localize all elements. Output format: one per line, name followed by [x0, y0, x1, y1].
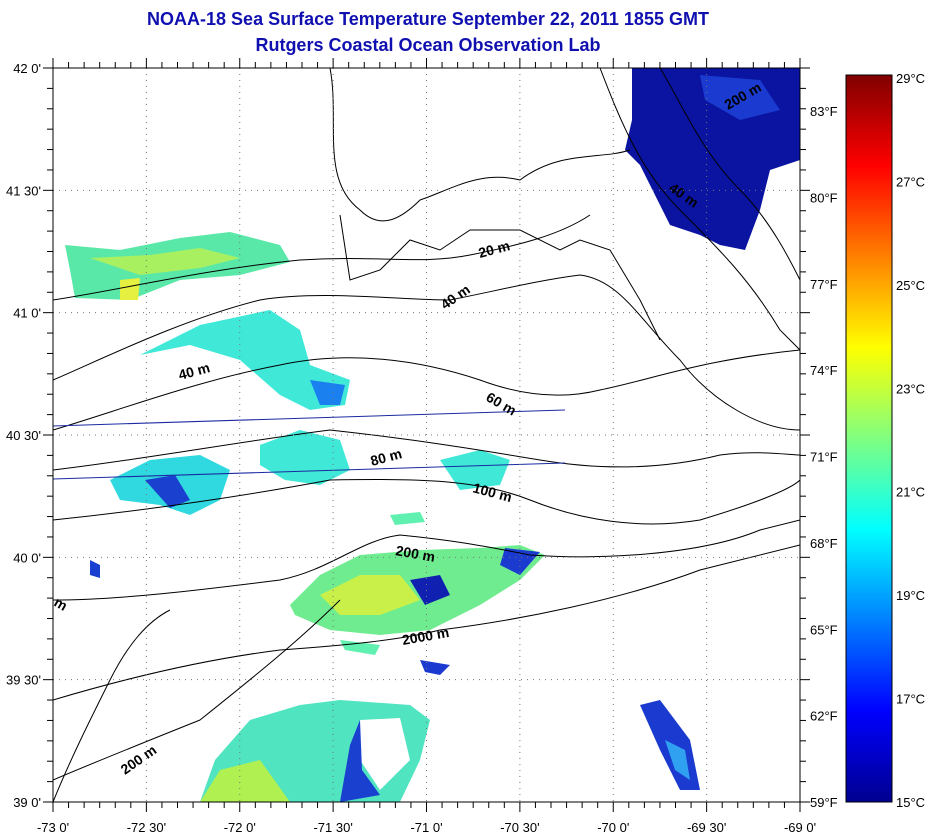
contour-shelf-west	[53, 609, 171, 802]
depth-label: 20 m	[477, 237, 512, 261]
sst-patch	[440, 450, 510, 490]
coastline	[329, 68, 631, 222]
y-tick-label: 40 30'	[6, 428, 41, 443]
y-tick-label: 40 0'	[13, 550, 41, 565]
x-axis-labels: -73 0' -72 30' -72 0' -71 30' -71 0' -70 30' -…	[37, 820, 816, 835]
sst-patch	[140, 310, 350, 410]
sst-patch	[420, 660, 450, 675]
sst-patch	[200, 760, 290, 802]
contour-100m	[53, 478, 800, 525]
depth-label: 40 m	[177, 359, 212, 383]
map-title: NOAA-18 Sea Surface Temperature Septembe…	[147, 9, 709, 29]
axis-ticks	[43, 58, 810, 812]
celsius-label: 15°C	[896, 795, 925, 810]
contour-20m	[53, 214, 591, 301]
sst-patch	[390, 512, 425, 525]
contour-2000m	[53, 544, 800, 701]
fahrenheit-label: 65°F	[810, 622, 838, 637]
contour-ne	[599, 68, 800, 351]
x-tick-label: -69 0'	[784, 820, 816, 835]
sst-patch	[340, 640, 380, 655]
sst-patch	[310, 380, 345, 405]
sst-patch	[340, 720, 380, 802]
y-tick-label: 39 0'	[13, 795, 41, 810]
sst-patch	[410, 575, 450, 605]
x-tick-label: -72 0'	[224, 820, 256, 835]
x-tick-label: -69 30'	[687, 820, 726, 835]
y-tick-label: 41 30'	[6, 183, 41, 198]
y-axis-labels: 42 0' 41 30' 41 0' 40 30' 40 0' 39 30' 39 0'	[6, 61, 41, 810]
celsius-label: 21°C	[896, 485, 925, 500]
sst-patch	[90, 560, 100, 578]
x-tick-label: -70 0'	[597, 820, 629, 835]
bathymetry-contours	[53, 68, 800, 802]
celsius-label: 27°C	[896, 174, 925, 189]
x-tick-label: -71 0'	[410, 820, 442, 835]
depth-label: 40 m	[438, 281, 473, 312]
colorbar	[845, 74, 893, 803]
sst-patch	[145, 475, 190, 508]
sst-patch	[260, 430, 350, 485]
depth-label: 200 m	[394, 542, 436, 565]
sst-data-layer	[65, 68, 800, 802]
contour-200m-south	[53, 599, 341, 781]
depth-label: 80 m	[369, 445, 404, 469]
celsius-label: 17°C	[896, 692, 925, 707]
sst-patch	[120, 278, 140, 300]
coastline	[339, 214, 661, 341]
sst-patch	[700, 75, 780, 120]
depth-label: 60 m	[484, 389, 520, 419]
map-subtitle: Rutgers Coastal Ocean Observation Lab	[255, 35, 601, 55]
contour-200m	[53, 519, 800, 601]
contour-60m	[53, 349, 800, 431]
fahrenheit-label: 77°F	[810, 277, 838, 292]
celsius-label: 29°C	[896, 71, 925, 86]
fahrenheit-label: 71°F	[810, 450, 838, 465]
x-tick-label: -71 30'	[313, 820, 352, 835]
fahrenheit-label: 62°F	[810, 709, 838, 724]
y-tick-label: 42 0'	[13, 61, 41, 76]
colorbar-fahrenheit-labels: 83°F 80°F 77°F 74°F 71°F 68°F 65°F 62°F 59°F	[810, 104, 838, 810]
contour-40m	[53, 274, 800, 431]
depth-label: 200 m	[118, 742, 160, 778]
fahrenheit-label: 74°F	[810, 363, 838, 378]
fahrenheit-label: 80°F	[810, 190, 838, 205]
fahrenheit-label: 68°F	[810, 536, 838, 551]
y-tick-label: 41 0'	[13, 306, 41, 321]
celsius-label: 19°C	[896, 588, 925, 603]
sst-patch	[360, 718, 410, 790]
contour-80m	[53, 429, 800, 471]
depth-label: 100 m	[471, 479, 513, 505]
contour-ne	[659, 68, 800, 281]
fahrenheit-label: 83°F	[810, 104, 838, 119]
x-tick-label: -70 30'	[500, 820, 539, 835]
celsius-label: 25°C	[896, 278, 925, 293]
sst-patch	[90, 248, 240, 275]
x-tick-label: -72 30'	[127, 820, 166, 835]
sst-patch	[665, 740, 690, 780]
transect-lines	[52, 409, 566, 480]
fahrenheit-label: 59°F	[810, 795, 838, 810]
y-tick-label: 39 30'	[6, 673, 41, 688]
sst-patch	[320, 575, 420, 615]
grid-lines	[53, 68, 800, 802]
celsius-label: 23°C	[896, 381, 925, 396]
depth-label: m	[52, 594, 71, 614]
colorbar-celsius-labels: 29°C 27°C 25°C 23°C 21°C 19°C 17°C 15°C	[896, 71, 925, 810]
x-tick-label: -73 0'	[37, 820, 69, 835]
